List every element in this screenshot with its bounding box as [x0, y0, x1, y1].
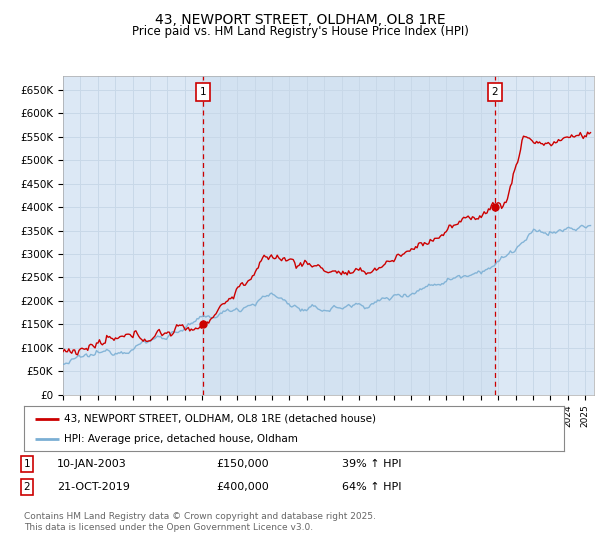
Text: 2: 2: [491, 87, 498, 97]
Text: 2: 2: [23, 482, 31, 492]
Text: 1: 1: [23, 459, 31, 469]
Text: 1: 1: [199, 87, 206, 97]
Text: £150,000: £150,000: [216, 459, 269, 469]
Text: 21-OCT-2019: 21-OCT-2019: [57, 482, 130, 492]
Text: 43, NEWPORT STREET, OLDHAM, OL8 1RE: 43, NEWPORT STREET, OLDHAM, OL8 1RE: [155, 13, 445, 27]
Text: Contains HM Land Registry data © Crown copyright and database right 2025.
This d: Contains HM Land Registry data © Crown c…: [24, 512, 376, 532]
Text: 10-JAN-2003: 10-JAN-2003: [57, 459, 127, 469]
Bar: [203, 76, 495, 395]
Text: £400,000: £400,000: [216, 482, 269, 492]
Text: HPI: Average price, detached house, Oldham: HPI: Average price, detached house, Oldh…: [65, 434, 298, 444]
Text: 64% ↑ HPI: 64% ↑ HPI: [342, 482, 401, 492]
Text: 39% ↑ HPI: 39% ↑ HPI: [342, 459, 401, 469]
Text: 43, NEWPORT STREET, OLDHAM, OL8 1RE (detached house): 43, NEWPORT STREET, OLDHAM, OL8 1RE (det…: [65, 413, 377, 423]
Text: Price paid vs. HM Land Registry's House Price Index (HPI): Price paid vs. HM Land Registry's House …: [131, 25, 469, 38]
